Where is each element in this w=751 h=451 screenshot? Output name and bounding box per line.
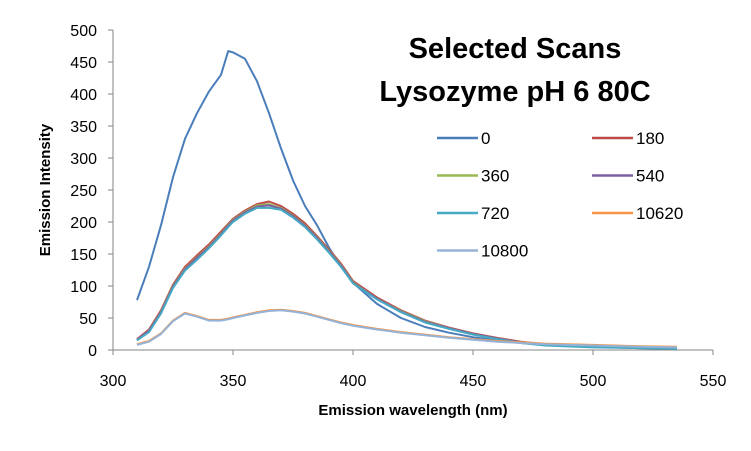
series-line-360 — [136, 203, 677, 350]
legend-item-540: 540 — [592, 167, 664, 186]
legend-item-180: 180 — [592, 129, 664, 148]
series-line-540 — [136, 204, 678, 350]
x-tick-label: 550 — [700, 373, 727, 390]
legend-item-10620: 10620 — [592, 204, 683, 223]
legend: 0 180 360 540 720 10620 10800 — [437, 129, 683, 261]
y-tick-label: 500 — [70, 23, 97, 40]
legend-item-720: 720 — [437, 204, 509, 223]
x-tick-label: 400 — [340, 373, 367, 390]
legend-label: 720 — [481, 204, 509, 223]
y-tick-label: 50 — [79, 311, 97, 328]
x-tick-label: 300 — [100, 373, 127, 390]
y-tick-label: 100 — [70, 279, 97, 296]
series-line-10800 — [136, 309, 678, 349]
y-tick-label: 0 — [88, 343, 97, 360]
legend-item-360: 360 — [437, 167, 509, 186]
series-line-720 — [136, 206, 678, 350]
legend-item-0: 0 — [437, 129, 490, 148]
y-tick-label: 350 — [70, 119, 97, 136]
legend-label: 10800 — [481, 242, 528, 261]
series-line-180 — [136, 200, 678, 350]
y-tick-label: 400 — [70, 87, 97, 104]
legend-label: 180 — [636, 129, 664, 148]
legend-label: 10620 — [636, 204, 683, 223]
y-tick-label: 250 — [70, 183, 97, 200]
chart-title-line-1: Selected Scans — [409, 33, 622, 65]
y-tick-label: 300 — [70, 151, 97, 168]
y-tick-label: 200 — [70, 215, 97, 232]
y-tick-label: 150 — [70, 247, 97, 264]
y-tick-label: 450 — [70, 55, 97, 72]
legend-label: 360 — [481, 167, 509, 186]
chart-title-line-2: Lysozyme pH 6 80C — [379, 76, 650, 108]
x-axis-title: Emission wavelength (nm) — [318, 402, 507, 419]
legend-label: 540 — [636, 167, 664, 186]
axes: 0 50 100 150 200 250 300 350 400 450 500 300 350 400 4… — [70, 23, 726, 390]
legend-item-10800: 10800 — [437, 242, 528, 261]
x-tick-label: 500 — [580, 373, 607, 390]
legend-label: 0 — [481, 129, 490, 148]
x-tick-label: 450 — [460, 373, 487, 390]
y-axis-title: Emission Intensity — [37, 123, 54, 256]
series-lines — [136, 50, 678, 350]
x-tick-label: 350 — [220, 373, 247, 390]
